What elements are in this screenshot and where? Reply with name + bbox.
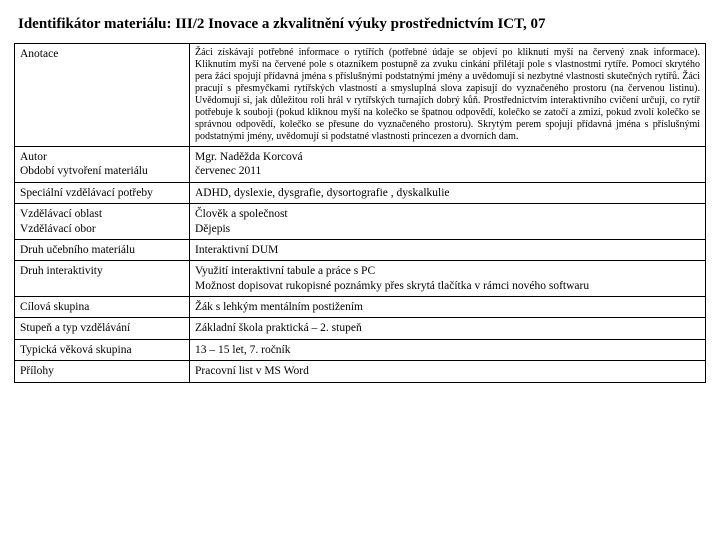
prilohy-value: Pracovní list v MS Word [190, 361, 706, 382]
cil-label: Cílová skupina [15, 297, 190, 318]
autor-label-2: Období vytvoření materiálu [20, 164, 184, 178]
anotace-value: Žáci získávají potřebné informace o rytí… [190, 44, 706, 147]
autor-value: Mgr. Naděžda Korcová červenec 2011 [190, 147, 706, 183]
metadata-table: Anotace Žáci získávají potřebné informac… [14, 43, 706, 383]
oblast-value: Člověk a společnost Dějepis [190, 204, 706, 240]
spec-label: Speciální vzdělávací potřeby [15, 182, 190, 203]
inter-label: Druh interaktivity [15, 261, 190, 297]
autor-value-1: Mgr. Naděžda Korcová [195, 150, 700, 164]
druh-label: Druh učebního materiálu [15, 239, 190, 260]
autor-label: Autor Období vytvoření materiálu [15, 147, 190, 183]
vek-value: 13 – 15 let, 7. ročník [190, 339, 706, 360]
druh-value: Interaktivní DUM [190, 239, 706, 260]
inter-value-1: Využití interaktivní tabule a práce s PC [195, 264, 700, 278]
anotace-label: Anotace [15, 44, 190, 147]
vek-label: Typická věková skupina [15, 339, 190, 360]
spec-value: ADHD, dyslexie, dysgrafie, dysortografie… [190, 182, 706, 203]
oblast-label-2: Vzdělávací obor [20, 222, 184, 236]
cil-value: Žák s lehkým mentálním postižením [190, 297, 706, 318]
autor-value-2: červenec 2011 [195, 164, 700, 178]
stupen-label: Stupeň a typ vzdělávání [15, 318, 190, 339]
oblast-value-2: Dějepis [195, 222, 700, 236]
oblast-label-1: Vzdělávací oblast [20, 207, 184, 221]
oblast-label: Vzdělávací oblast Vzdělávací obor [15, 204, 190, 240]
prilohy-label: Přílohy [15, 361, 190, 382]
oblast-value-1: Člověk a společnost [195, 207, 700, 221]
inter-value-2: Možnost dopisovat rukopisné poznámky pře… [195, 279, 700, 293]
page-title: Identifikátor materiálu: III/2 Inovace a… [18, 16, 706, 33]
inter-value: Využití interaktivní tabule a práce s PC… [190, 261, 706, 297]
autor-label-1: Autor [20, 150, 184, 164]
stupen-value: Základní škola praktická – 2. stupeň [190, 318, 706, 339]
